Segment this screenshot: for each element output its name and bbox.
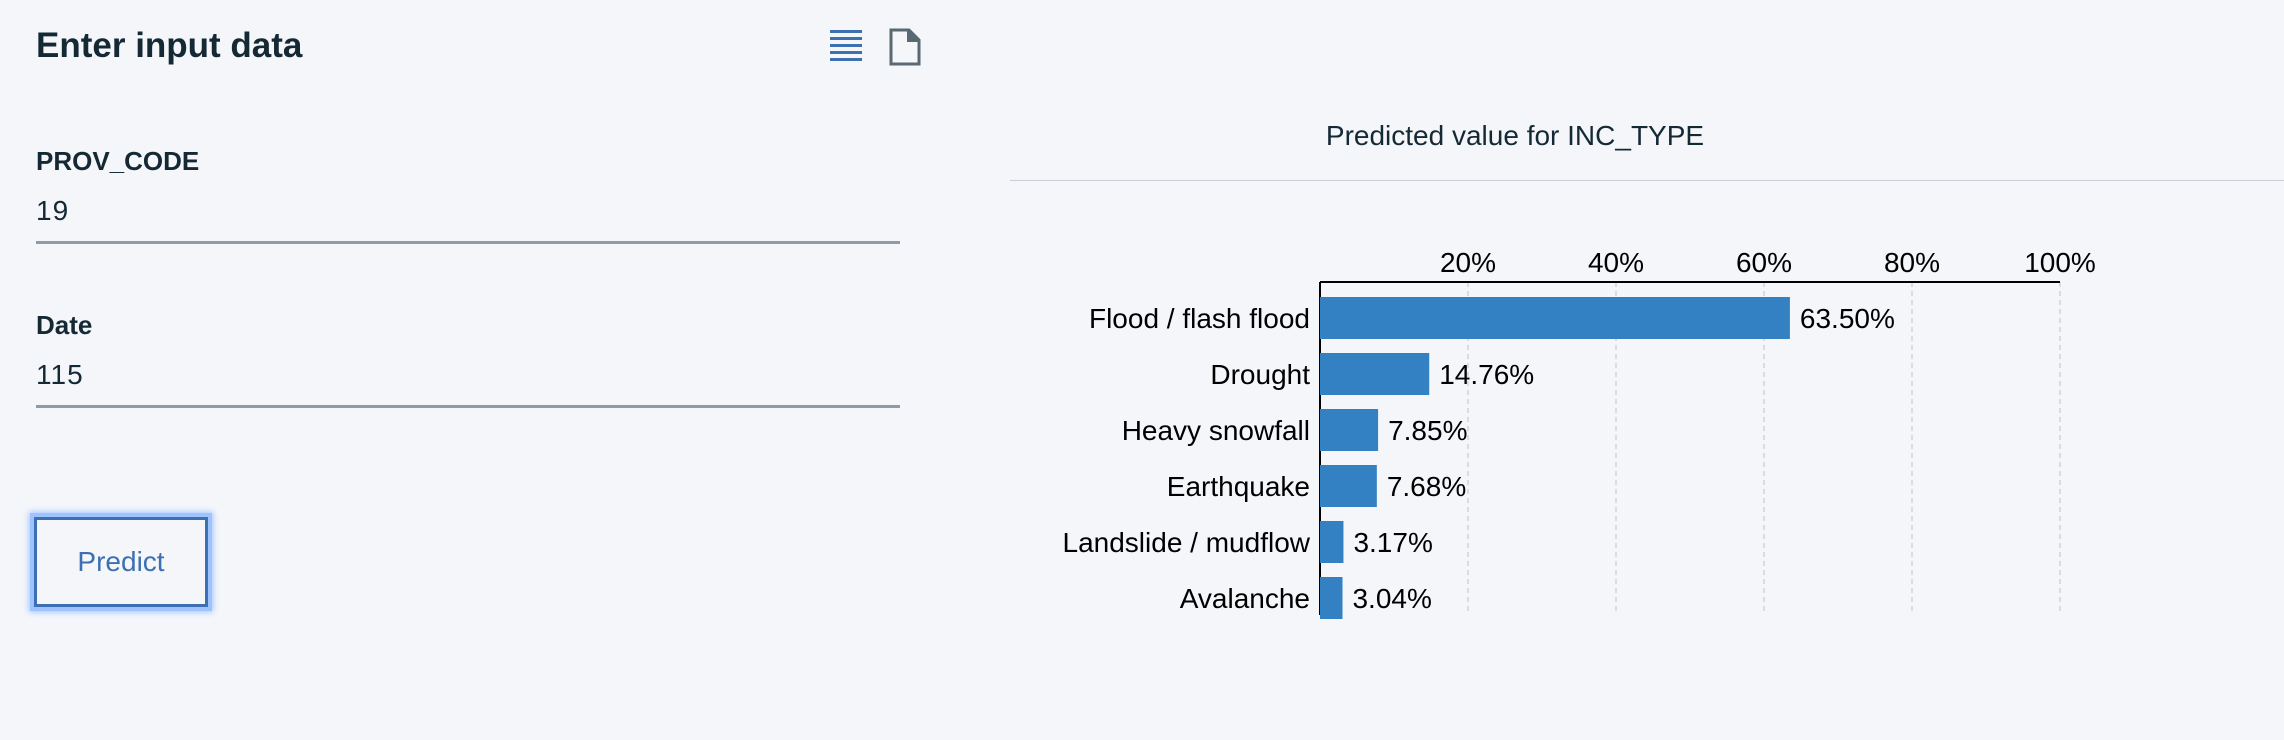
list-view-icon[interactable] [828, 28, 864, 64]
x-tick-label: 60% [1736, 247, 1792, 278]
predict-button[interactable]: Predict [34, 517, 208, 607]
category-label: Drought [1210, 359, 1310, 390]
bar-chart: 20% 40% 60% 80% 100% Flood / flash flood 63.50… [1063, 247, 2096, 619]
x-tick-label: 40% [1588, 247, 1644, 278]
category-label: Earthquake [1167, 471, 1310, 502]
bar [1320, 353, 1430, 395]
data-label: 7.85% [1388, 415, 1467, 446]
data-label: 14.76% [1439, 359, 1534, 390]
bar [1320, 577, 1343, 619]
category-label: Avalanche [1180, 583, 1310, 614]
data-label: 3.04% [1352, 583, 1431, 614]
field-label: PROV_CODE [36, 146, 200, 176]
data-label: 63.50% [1800, 303, 1895, 334]
x-tick-label: 80% [1884, 247, 1940, 278]
chart-title: Predicted value for INC_TYPE [1325, 120, 1705, 151]
category-label: Flood / flash flood [1089, 303, 1310, 334]
data-label: 3.17% [1353, 527, 1432, 558]
chart-divider [1010, 180, 2284, 181]
bar [1320, 297, 1790, 339]
data-label: 7.68% [1387, 471, 1466, 502]
bar [1320, 465, 1377, 507]
field-prov-code: PROV_CODE 19 [36, 146, 900, 244]
bar [1320, 409, 1379, 451]
x-tick-label: 100% [2024, 247, 2096, 278]
date-input[interactable]: 115 [36, 359, 900, 408]
field-label: Date [36, 310, 93, 340]
panel-title: Enter input data [36, 26, 303, 65]
category-label: Heavy snowfall [1122, 415, 1310, 446]
x-tick-label: 20% [1440, 247, 1496, 278]
field-date: Date 115 [36, 310, 900, 408]
document-icon[interactable] [888, 28, 922, 66]
prov-code-input[interactable]: 19 [36, 195, 900, 244]
bar [1320, 521, 1344, 563]
category-label: Landslide / mudflow [1063, 527, 1311, 558]
